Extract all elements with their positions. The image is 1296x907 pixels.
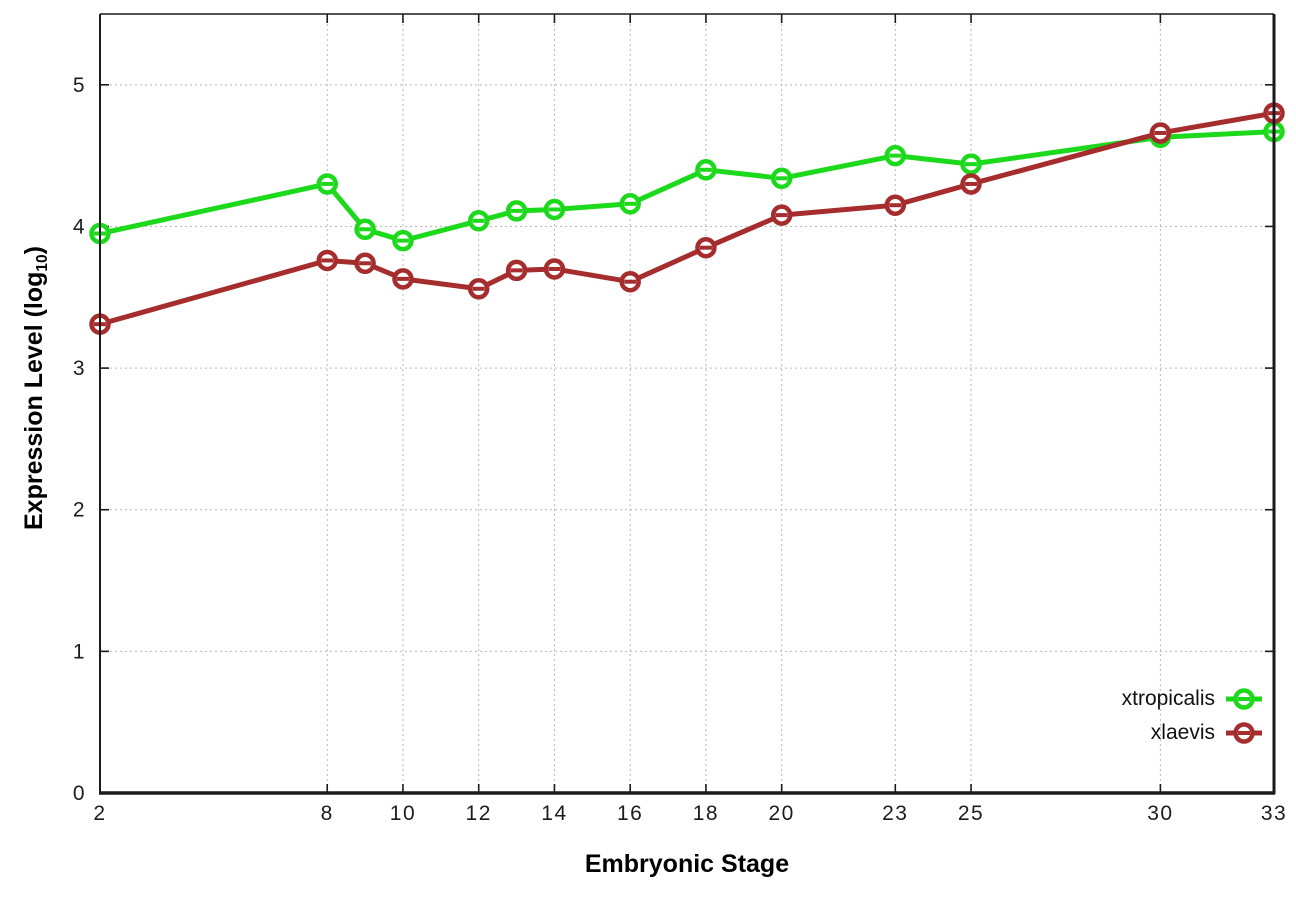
y-axis-title-close: ) <box>20 246 49 255</box>
x-tick-label: 14 <box>541 802 567 825</box>
y-tick-label: 1 <box>73 640 86 663</box>
legend-label: xlaevis <box>1150 721 1215 744</box>
x-tick-label: 23 <box>882 802 908 825</box>
y-tick-label: 2 <box>73 499 86 522</box>
legend-label: xtropicalis <box>1121 687 1215 710</box>
y-axis-title-text: Expression Level (log <box>20 271 49 530</box>
x-tick-label: 25 <box>958 802 984 825</box>
x-tick-label: 33 <box>1261 802 1287 825</box>
x-tick-label: 8 <box>321 802 334 825</box>
legend: xtropicalis xlaevis <box>1122 684 1264 748</box>
y-tick-label: 4 <box>73 215 86 238</box>
y-tick-label: 3 <box>73 357 86 380</box>
legend-line-marker-icon <box>1226 688 1262 710</box>
y-axis-title-subscript: 10 <box>33 254 51 272</box>
x-tick-label: 20 <box>768 802 794 825</box>
x-tick-label: 2 <box>93 802 106 825</box>
legend-item-xlaevis: xlaevis <box>1151 718 1264 748</box>
legend-line-marker-icon <box>1226 722 1262 744</box>
x-tick-label: 30 <box>1147 802 1173 825</box>
x-axis-title: Embryonic Stage <box>584 850 790 878</box>
x-tick-label: 10 <box>390 802 416 825</box>
y-axis-title: Expression Level (log10) <box>20 246 52 530</box>
y-tick-label: 5 <box>73 74 86 97</box>
x-tick-label: 12 <box>466 802 492 825</box>
x-tick-label: 16 <box>617 802 643 825</box>
y-tick-label: 0 <box>73 782 86 805</box>
x-tick-label: 18 <box>693 802 719 825</box>
legend-item-xtropicalis: xtropicalis <box>1122 684 1264 714</box>
